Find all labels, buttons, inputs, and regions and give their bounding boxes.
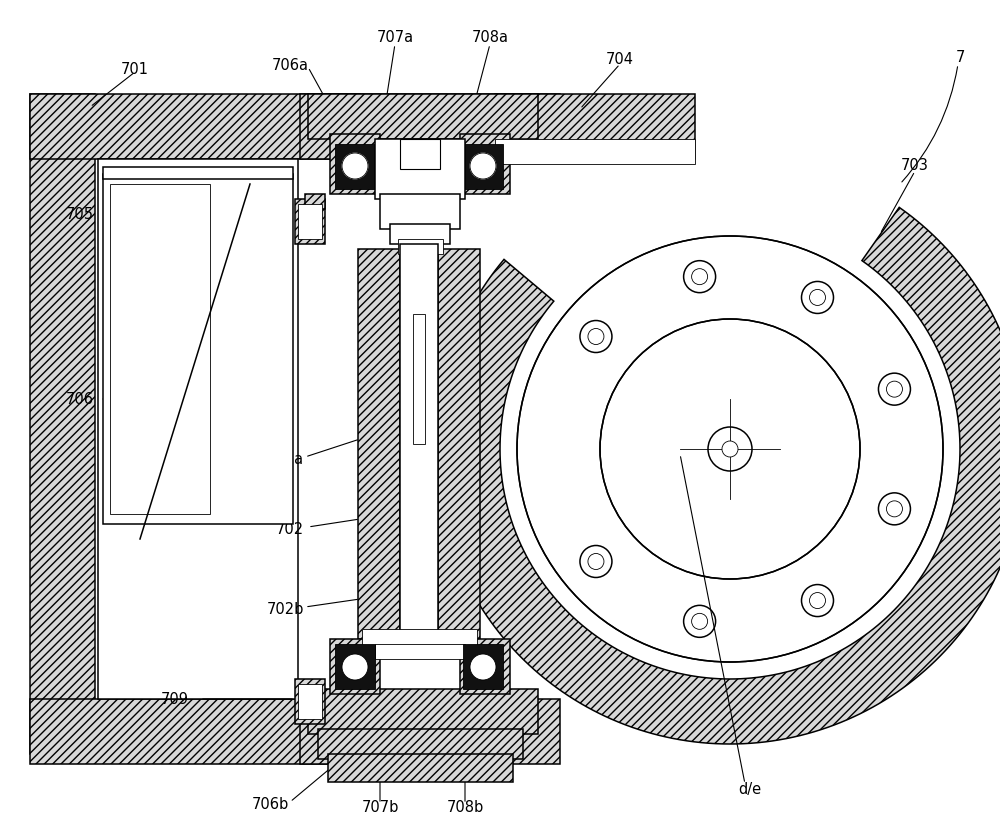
Bar [335,644,375,689]
Bar [298,684,322,719]
Bar [330,135,380,195]
Bar [103,174,293,524]
Text: 703: 703 [901,157,929,172]
Bar [308,689,538,734]
Text: 707a: 707a [376,31,414,45]
Text: 708b: 708b [446,800,484,815]
Bar [463,644,503,689]
Bar [30,699,560,764]
Bar [375,644,465,659]
Bar [460,135,510,195]
Bar [398,240,443,255]
Bar [328,754,513,782]
Text: 705: 705 [66,208,94,222]
Bar [103,168,293,179]
Text: 706b: 706b [251,796,289,811]
Circle shape [470,154,496,179]
Circle shape [600,319,860,579]
Bar [495,140,695,165]
Bar [30,95,560,160]
Circle shape [684,261,716,294]
Bar [295,679,325,724]
Text: 707b: 707b [361,800,399,815]
Bar [300,95,360,160]
Circle shape [708,428,752,471]
Circle shape [684,605,716,638]
Bar [413,314,425,444]
Bar [295,200,325,245]
Text: 702: 702 [276,522,304,537]
Bar [98,160,298,699]
Bar [380,195,460,230]
Bar [30,95,95,754]
Circle shape [342,154,368,179]
Circle shape [470,654,496,680]
Circle shape [802,282,834,314]
Circle shape [517,237,943,662]
Bar [400,140,440,170]
Text: 701: 701 [121,62,149,78]
Circle shape [580,321,612,353]
Circle shape [342,154,368,179]
Bar [362,629,477,649]
Text: 708a: 708a [472,31,509,45]
Circle shape [802,585,834,617]
Bar [318,729,523,759]
Circle shape [342,654,368,680]
Text: 709: 709 [161,691,189,706]
Text: 7: 7 [955,50,965,65]
Text: 704: 704 [606,52,634,68]
Bar [438,250,480,639]
Circle shape [878,493,910,525]
Bar [335,145,375,189]
Text: d/e: d/e [738,782,762,796]
Circle shape [878,374,910,406]
Circle shape [886,382,902,398]
Circle shape [580,546,612,578]
Bar [400,245,438,644]
Circle shape [810,593,826,609]
Bar [463,145,503,189]
Bar [390,225,450,245]
Circle shape [588,554,604,570]
Text: 702b: 702b [266,602,304,617]
Bar [305,195,325,210]
Bar [358,250,400,639]
Circle shape [588,329,604,345]
Text: 706: 706 [66,392,94,407]
Bar [375,140,465,200]
Text: 706a: 706a [272,57,309,73]
Bar [330,639,380,694]
Bar [300,699,360,764]
Bar [460,639,510,694]
Text: 702a: 702a [266,452,304,467]
Circle shape [722,442,738,457]
Bar [298,205,322,240]
Circle shape [692,270,708,285]
Circle shape [692,614,708,629]
Circle shape [886,501,902,517]
Circle shape [810,290,826,306]
Bar [110,184,210,514]
Polygon shape [435,208,1000,744]
Circle shape [470,154,496,179]
Bar [308,95,538,140]
Bar [495,95,695,160]
